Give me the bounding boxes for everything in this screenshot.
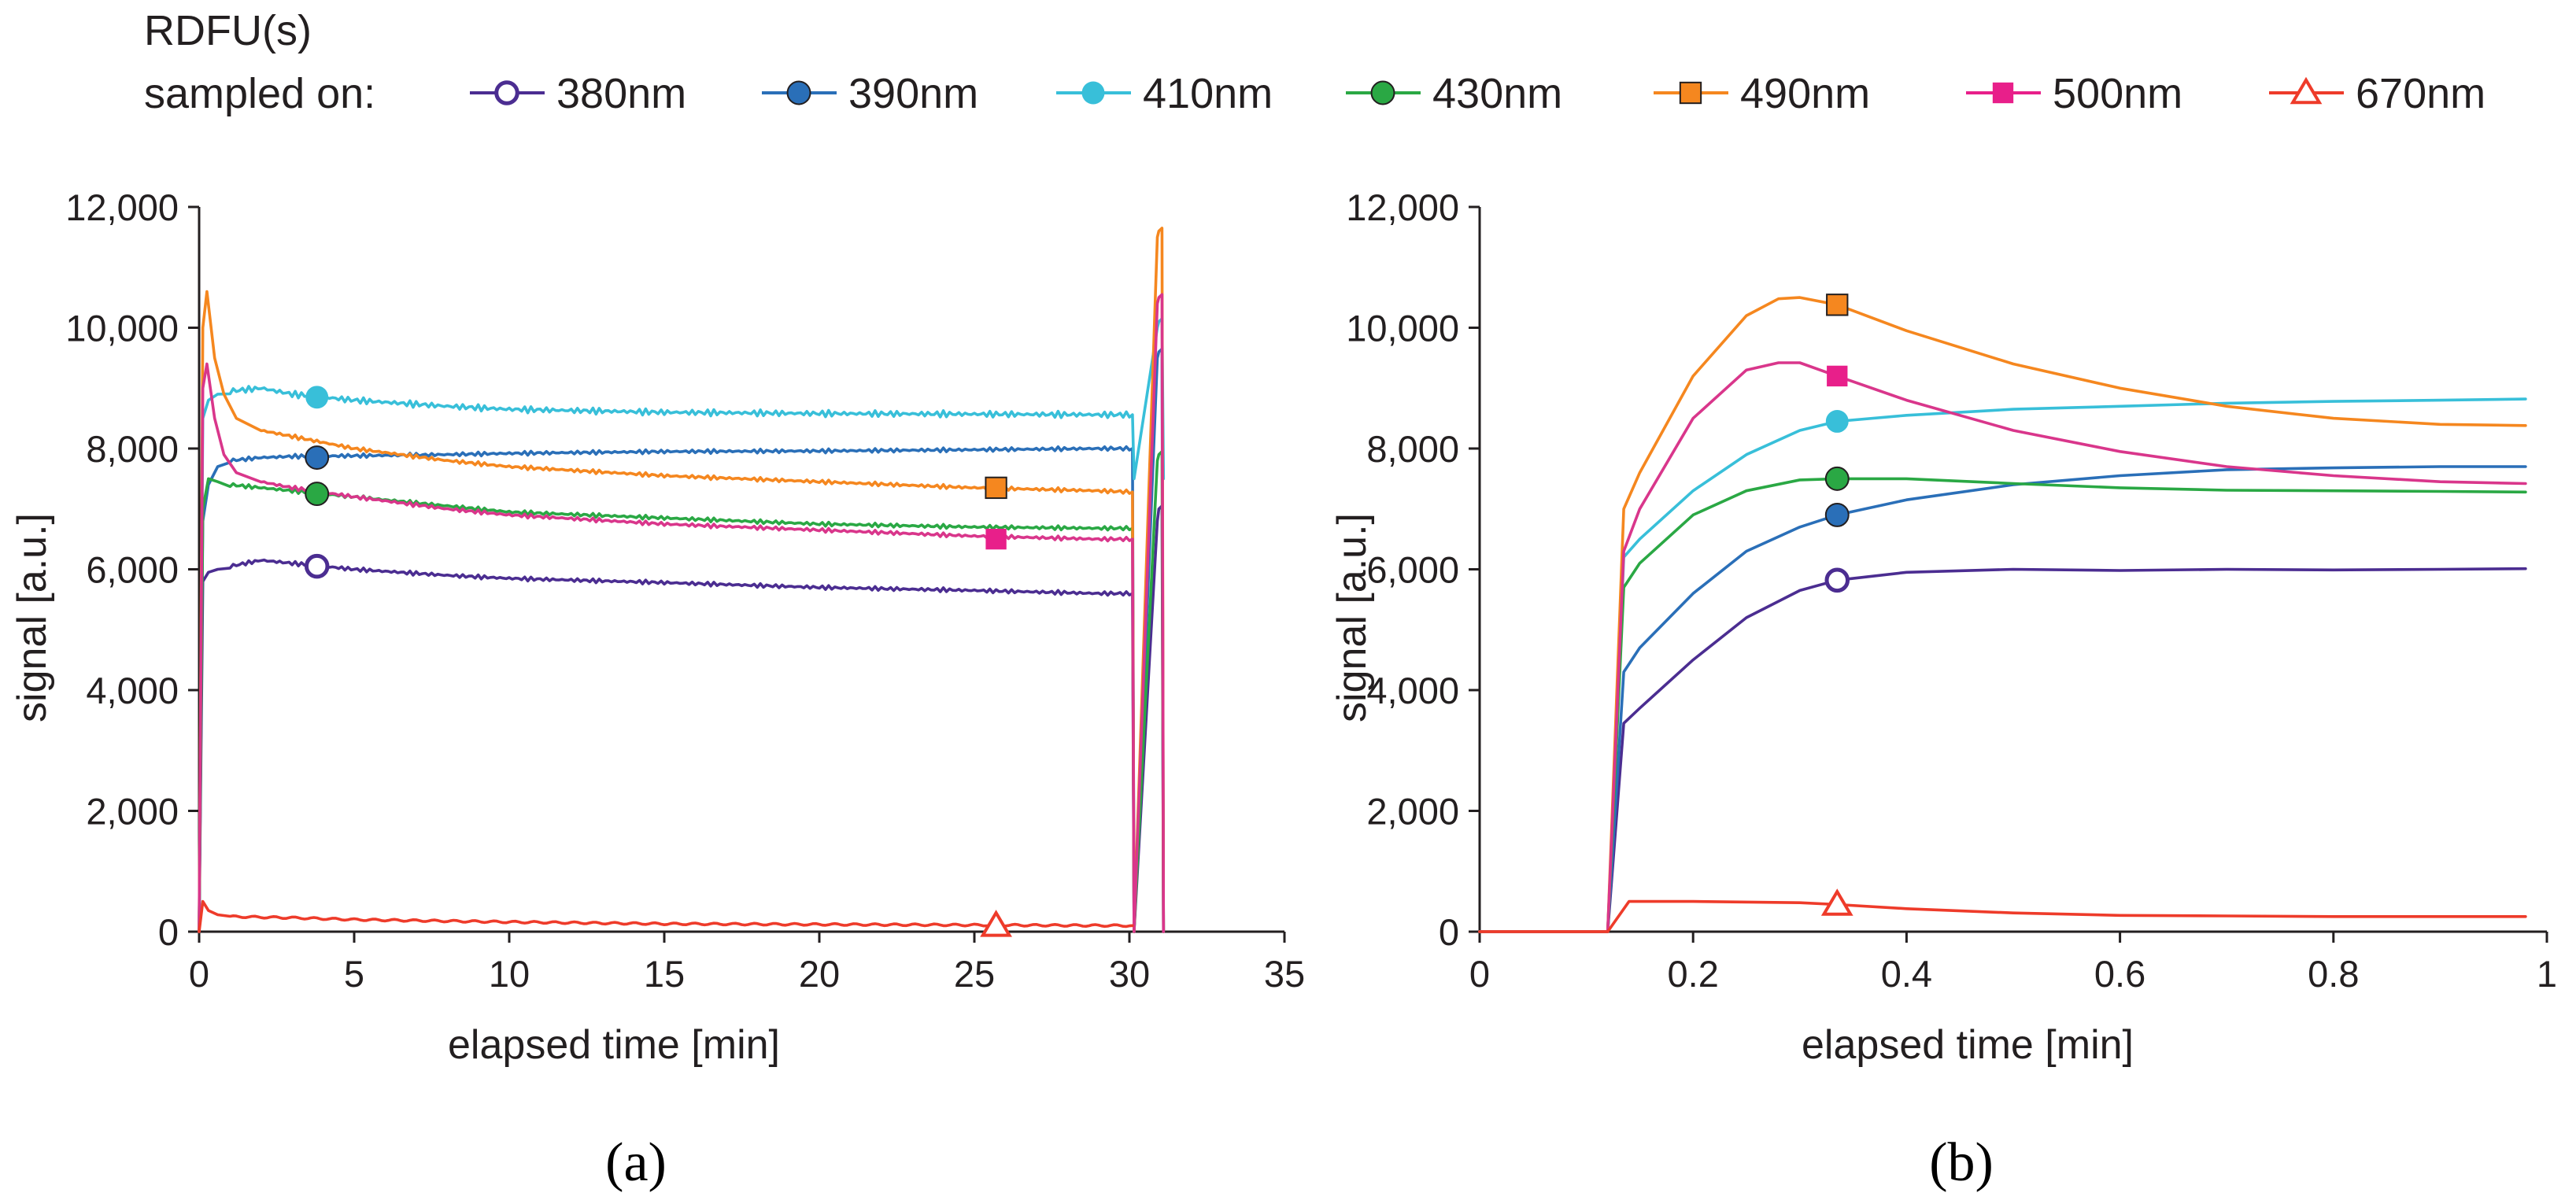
panel-a-ytick-label: 0 — [158, 911, 179, 953]
panel-a-series — [198, 227, 1166, 937]
panel-a-ylabel: signal [a.u.] — [9, 513, 55, 722]
panel-a-series-410nm — [198, 317, 1166, 933]
panel-b-ytick-label: 12,000 — [1346, 186, 1459, 228]
panel-b-marker-490nm — [1826, 294, 1849, 316]
legend-marker-380nm — [494, 80, 519, 105]
panel-b-series-430nm — [1478, 477, 2527, 933]
panel-a: 0 5 10 15 20 25 30 35 0 2,000 4,000 6,000 8,000 10,00… — [9, 186, 1305, 1193]
legend-marker-500nm — [1992, 82, 2014, 104]
panel-b-xtick-label: 0.6 — [2094, 953, 2145, 995]
panel-a-marker-670nm — [980, 910, 1012, 937]
panel-a-series-490nm — [198, 227, 1166, 933]
legend-label-490nm: 490nm — [1740, 70, 1870, 117]
panel-b-series-670nm — [1478, 899, 2527, 933]
panel-b-xtick-label: 0 — [1469, 953, 1490, 995]
panel-a-marker-430nm — [305, 482, 330, 507]
legend: RDFU(s) sampled on: 380nm 390nm 410nm 430nm… — [144, 7, 2485, 117]
panel-b-marker-670nm — [1820, 888, 1853, 916]
legend-marker-490nm — [1679, 81, 1702, 105]
legend-marker-430nm — [1370, 80, 1395, 105]
legend-marker-390nm — [786, 80, 811, 105]
panel-a-series-380nm — [198, 504, 1166, 933]
panel-b-marker-430nm — [1824, 466, 1850, 491]
panel-b-series-380nm — [1478, 567, 2527, 933]
panel-b-marker-390nm — [1824, 502, 1850, 527]
panel-b-ytick-label: 0 — [1439, 911, 1459, 953]
panel-a-ytick-label: 12,000 — [65, 186, 179, 228]
panel-a-xtick-label: 10 — [489, 953, 530, 995]
panel-a-series-390nm — [198, 347, 1166, 933]
panel-b-series — [1478, 294, 2527, 933]
panel-b-ytick-label: 6,000 — [1366, 549, 1459, 591]
panel-b-xtick-label: 1 — [2537, 953, 2557, 995]
panel-a-xlabel: elapsed time [min] — [448, 1022, 780, 1068]
panel-a-marker-390nm — [305, 445, 330, 470]
panel-b: 0 0.2 0.4 0.6 0.8 1 0 2,000 4,000 6,000 8,000 10,00… — [1329, 186, 2557, 1193]
panel-a-marker-490nm — [985, 476, 1007, 500]
panel-a-marker-500nm — [985, 528, 1007, 550]
panel-b-ytick-label: 2,000 — [1366, 791, 1459, 833]
panel-b-marker-380nm — [1824, 567, 1850, 593]
legend-label-500nm: 500nm — [2053, 70, 2182, 117]
legend-label-670nm: 670nm — [2356, 70, 2485, 117]
panel-a-xtick-label: 35 — [1264, 953, 1305, 995]
panel-a-series-500nm — [198, 293, 1166, 933]
panel-a-xtick-label: 30 — [1109, 953, 1150, 995]
legend-title: RDFU(s) — [144, 7, 312, 54]
panel-a-ytick-label: 8,000 — [86, 428, 179, 470]
panel-b-ytick-label: 4,000 — [1366, 670, 1459, 711]
legend-label-380nm: 380nm — [556, 70, 686, 117]
legend-label-390nm: 390nm — [848, 70, 978, 117]
panel-a-xtick-label: 20 — [799, 953, 840, 995]
legend-label-430nm: 430nm — [1432, 70, 1562, 117]
panel-a-ytick-label: 2,000 — [86, 791, 179, 833]
panel-b-xtick-label: 0.8 — [2308, 953, 2359, 995]
panel-a-axes: 0 5 10 15 20 25 30 35 0 2,000 4,000 6,000 8,000 10,00… — [65, 186, 1305, 995]
panel-a-ytick-label: 10,000 — [65, 308, 179, 349]
panel-b-ytick-label: 10,000 — [1346, 308, 1459, 349]
legend-prefix: sampled on: — [144, 70, 375, 117]
panel-b-xlabel: elapsed time [min] — [1802, 1022, 2134, 1068]
panel-b-xtick-label: 0.4 — [1881, 953, 1932, 995]
legend-label-410nm: 410nm — [1143, 70, 1273, 117]
panel-b-axes: 0 0.2 0.4 0.6 0.8 1 0 2,000 4,000 6,000 8,000 10,00… — [1346, 186, 2557, 995]
panel-b-ytick-label: 8,000 — [1366, 428, 1459, 470]
panel-a-xtick-label: 25 — [954, 953, 995, 995]
panel-a-ytick-label: 4,000 — [86, 670, 179, 711]
panel-a-marker-410nm — [305, 386, 329, 409]
panel-b-label: (b) — [1929, 1132, 1994, 1193]
panel-a-xtick-label: 5 — [344, 953, 364, 995]
panel-a-ytick-label: 6,000 — [86, 549, 179, 591]
legend-marker-670nm — [2290, 76, 2323, 105]
panel-b-series-390nm — [1478, 465, 2527, 933]
panel-b-marker-500nm — [1827, 365, 1848, 387]
panel-a-series-670nm — [198, 899, 1134, 933]
panel-a-xtick-label: 15 — [644, 953, 685, 995]
panel-a-xtick-label: 0 — [189, 953, 209, 995]
panel-b-series-490nm — [1478, 296, 2527, 933]
legend-marker-410nm — [1081, 81, 1105, 105]
panel-a-marker-380nm — [304, 553, 330, 579]
panel-b-ylabel: signal [a.u.] — [1329, 513, 1375, 722]
panel-b-series-500nm — [1478, 361, 2527, 933]
panel-b-marker-410nm — [1825, 410, 1849, 433]
panel-b-xtick-label: 0.2 — [1668, 953, 1719, 995]
legend-entries: 380nm 390nm 410nm 430nm 490nm 500nm 670nm — [470, 70, 2485, 117]
panel-a-label: (a) — [605, 1132, 667, 1193]
